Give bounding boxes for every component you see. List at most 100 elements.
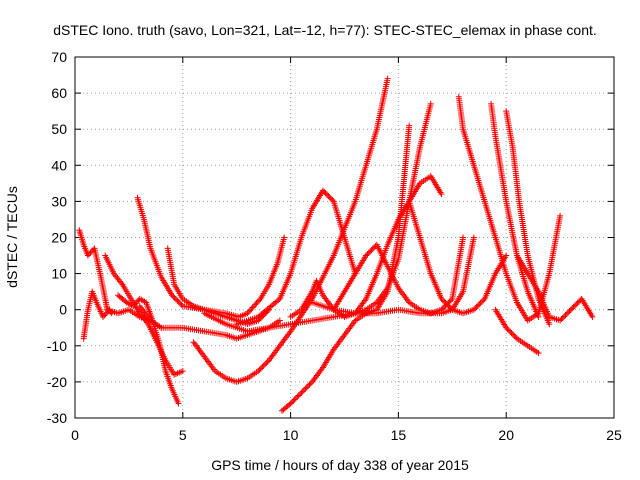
data-point bbox=[100, 313, 107, 320]
data-point-fill bbox=[321, 188, 328, 195]
data-point-fill bbox=[443, 301, 450, 308]
y-tick-label: -30 bbox=[47, 410, 67, 426]
data-point bbox=[281, 234, 288, 241]
data-point bbox=[384, 75, 391, 82]
data-point-fill bbox=[563, 310, 570, 317]
data-point-fill bbox=[445, 302, 452, 309]
y-tick-label: -10 bbox=[47, 338, 67, 354]
series-16 bbox=[406, 198, 510, 317]
data-point bbox=[438, 295, 445, 302]
x-tick-label: 15 bbox=[391, 427, 407, 443]
data-point-fill bbox=[573, 301, 580, 308]
data-point-fill bbox=[473, 303, 480, 310]
data-point-fill bbox=[511, 332, 518, 339]
data-point bbox=[460, 234, 467, 241]
x-tick-label: 25 bbox=[606, 427, 622, 443]
data-point-fill bbox=[512, 334, 519, 341]
series-1 bbox=[76, 227, 115, 317]
data-point-fill bbox=[322, 190, 329, 197]
data-point bbox=[567, 306, 574, 313]
data-point-fill bbox=[447, 305, 454, 312]
data-point-fill bbox=[101, 312, 108, 319]
y-tick-label: 40 bbox=[51, 157, 67, 173]
y-tick-label: -20 bbox=[47, 374, 67, 390]
data-point bbox=[427, 100, 434, 107]
data-point bbox=[557, 317, 564, 324]
data-point bbox=[175, 400, 182, 407]
data-point-fill bbox=[478, 298, 485, 305]
series-2 bbox=[80, 288, 113, 342]
data-point bbox=[298, 389, 305, 396]
data-point-fill bbox=[174, 297, 181, 304]
data-point-fill bbox=[302, 385, 309, 392]
series-5 bbox=[134, 194, 288, 320]
data-point bbox=[589, 313, 596, 320]
y-axis-ticks: -30 -20 -10 0 10 20 30 40 50 60 70 bbox=[47, 49, 614, 426]
data-point-fill bbox=[297, 391, 304, 398]
data-point-fill bbox=[305, 382, 312, 389]
data-point-fill bbox=[367, 248, 374, 255]
data-point-fill bbox=[371, 244, 378, 251]
data-point-fill bbox=[177, 300, 184, 307]
data-point-fill bbox=[253, 300, 260, 307]
data-point-fill bbox=[303, 384, 310, 391]
data-point-fill bbox=[259, 364, 266, 371]
data-point-fill bbox=[257, 365, 264, 372]
data-point bbox=[535, 313, 542, 320]
data-point-fill bbox=[326, 194, 333, 201]
data-point-fill bbox=[290, 397, 297, 404]
data-point bbox=[438, 191, 445, 198]
data-point-fill bbox=[256, 297, 263, 304]
data-point-fill bbox=[299, 388, 306, 395]
data-point bbox=[130, 303, 137, 310]
data-point-fill bbox=[328, 195, 335, 202]
data-point-fill bbox=[292, 395, 299, 402]
data-point bbox=[546, 321, 553, 328]
data-point-fill bbox=[247, 307, 254, 314]
data-point-fill bbox=[476, 301, 483, 308]
data-point-fill bbox=[102, 311, 109, 318]
data-point-fill bbox=[369, 245, 376, 252]
y-tick-label: 50 bbox=[51, 121, 67, 137]
data-point-fill bbox=[295, 392, 302, 399]
data-point-fill bbox=[134, 298, 141, 305]
data-point-fill bbox=[558, 316, 565, 323]
x-axis-label: GPS time / hours of day 338 of year 2015 bbox=[211, 457, 469, 473]
data-point bbox=[179, 368, 186, 375]
data-point-fill bbox=[439, 297, 446, 304]
data-point bbox=[406, 122, 413, 129]
data-point-fill bbox=[291, 396, 298, 403]
data-point-fill bbox=[508, 330, 515, 337]
data-point-fill bbox=[441, 303, 448, 310]
y-axis-label: dSTEC / TECUs bbox=[4, 186, 20, 288]
data-point-fill bbox=[261, 361, 268, 368]
data-point-fill bbox=[472, 305, 479, 312]
y-tick-label: 70 bbox=[51, 49, 67, 65]
y-tick-label: 0 bbox=[59, 302, 67, 318]
data-point-fill bbox=[264, 358, 271, 365]
series-14 bbox=[330, 234, 467, 317]
data-point-fill bbox=[256, 366, 263, 373]
data-point-fill bbox=[252, 301, 259, 308]
data-point-fill bbox=[504, 326, 511, 333]
data-point bbox=[244, 310, 251, 317]
data-point-fill bbox=[365, 249, 372, 256]
data-point-fill bbox=[368, 247, 375, 254]
data-point-fill bbox=[306, 381, 313, 388]
data-point-fill bbox=[507, 328, 514, 335]
series-20 bbox=[492, 306, 542, 357]
series-10 bbox=[278, 122, 413, 414]
data-point bbox=[470, 234, 477, 241]
data-point-fill bbox=[250, 303, 257, 310]
data-point-fill bbox=[323, 191, 330, 198]
data-point-fill bbox=[441, 298, 448, 305]
data-point-fill bbox=[294, 393, 301, 400]
series-21 bbox=[513, 252, 596, 324]
data-point-fill bbox=[248, 305, 255, 312]
data-point-fill bbox=[575, 298, 582, 305]
chart-title: dSTEC Iono. truth (savo, Lon=321, Lat=-1… bbox=[53, 22, 597, 38]
data-point bbox=[503, 324, 510, 331]
data-point-fill bbox=[173, 296, 180, 303]
y-tick-label: 30 bbox=[51, 193, 67, 209]
data-point-fill bbox=[263, 359, 270, 366]
